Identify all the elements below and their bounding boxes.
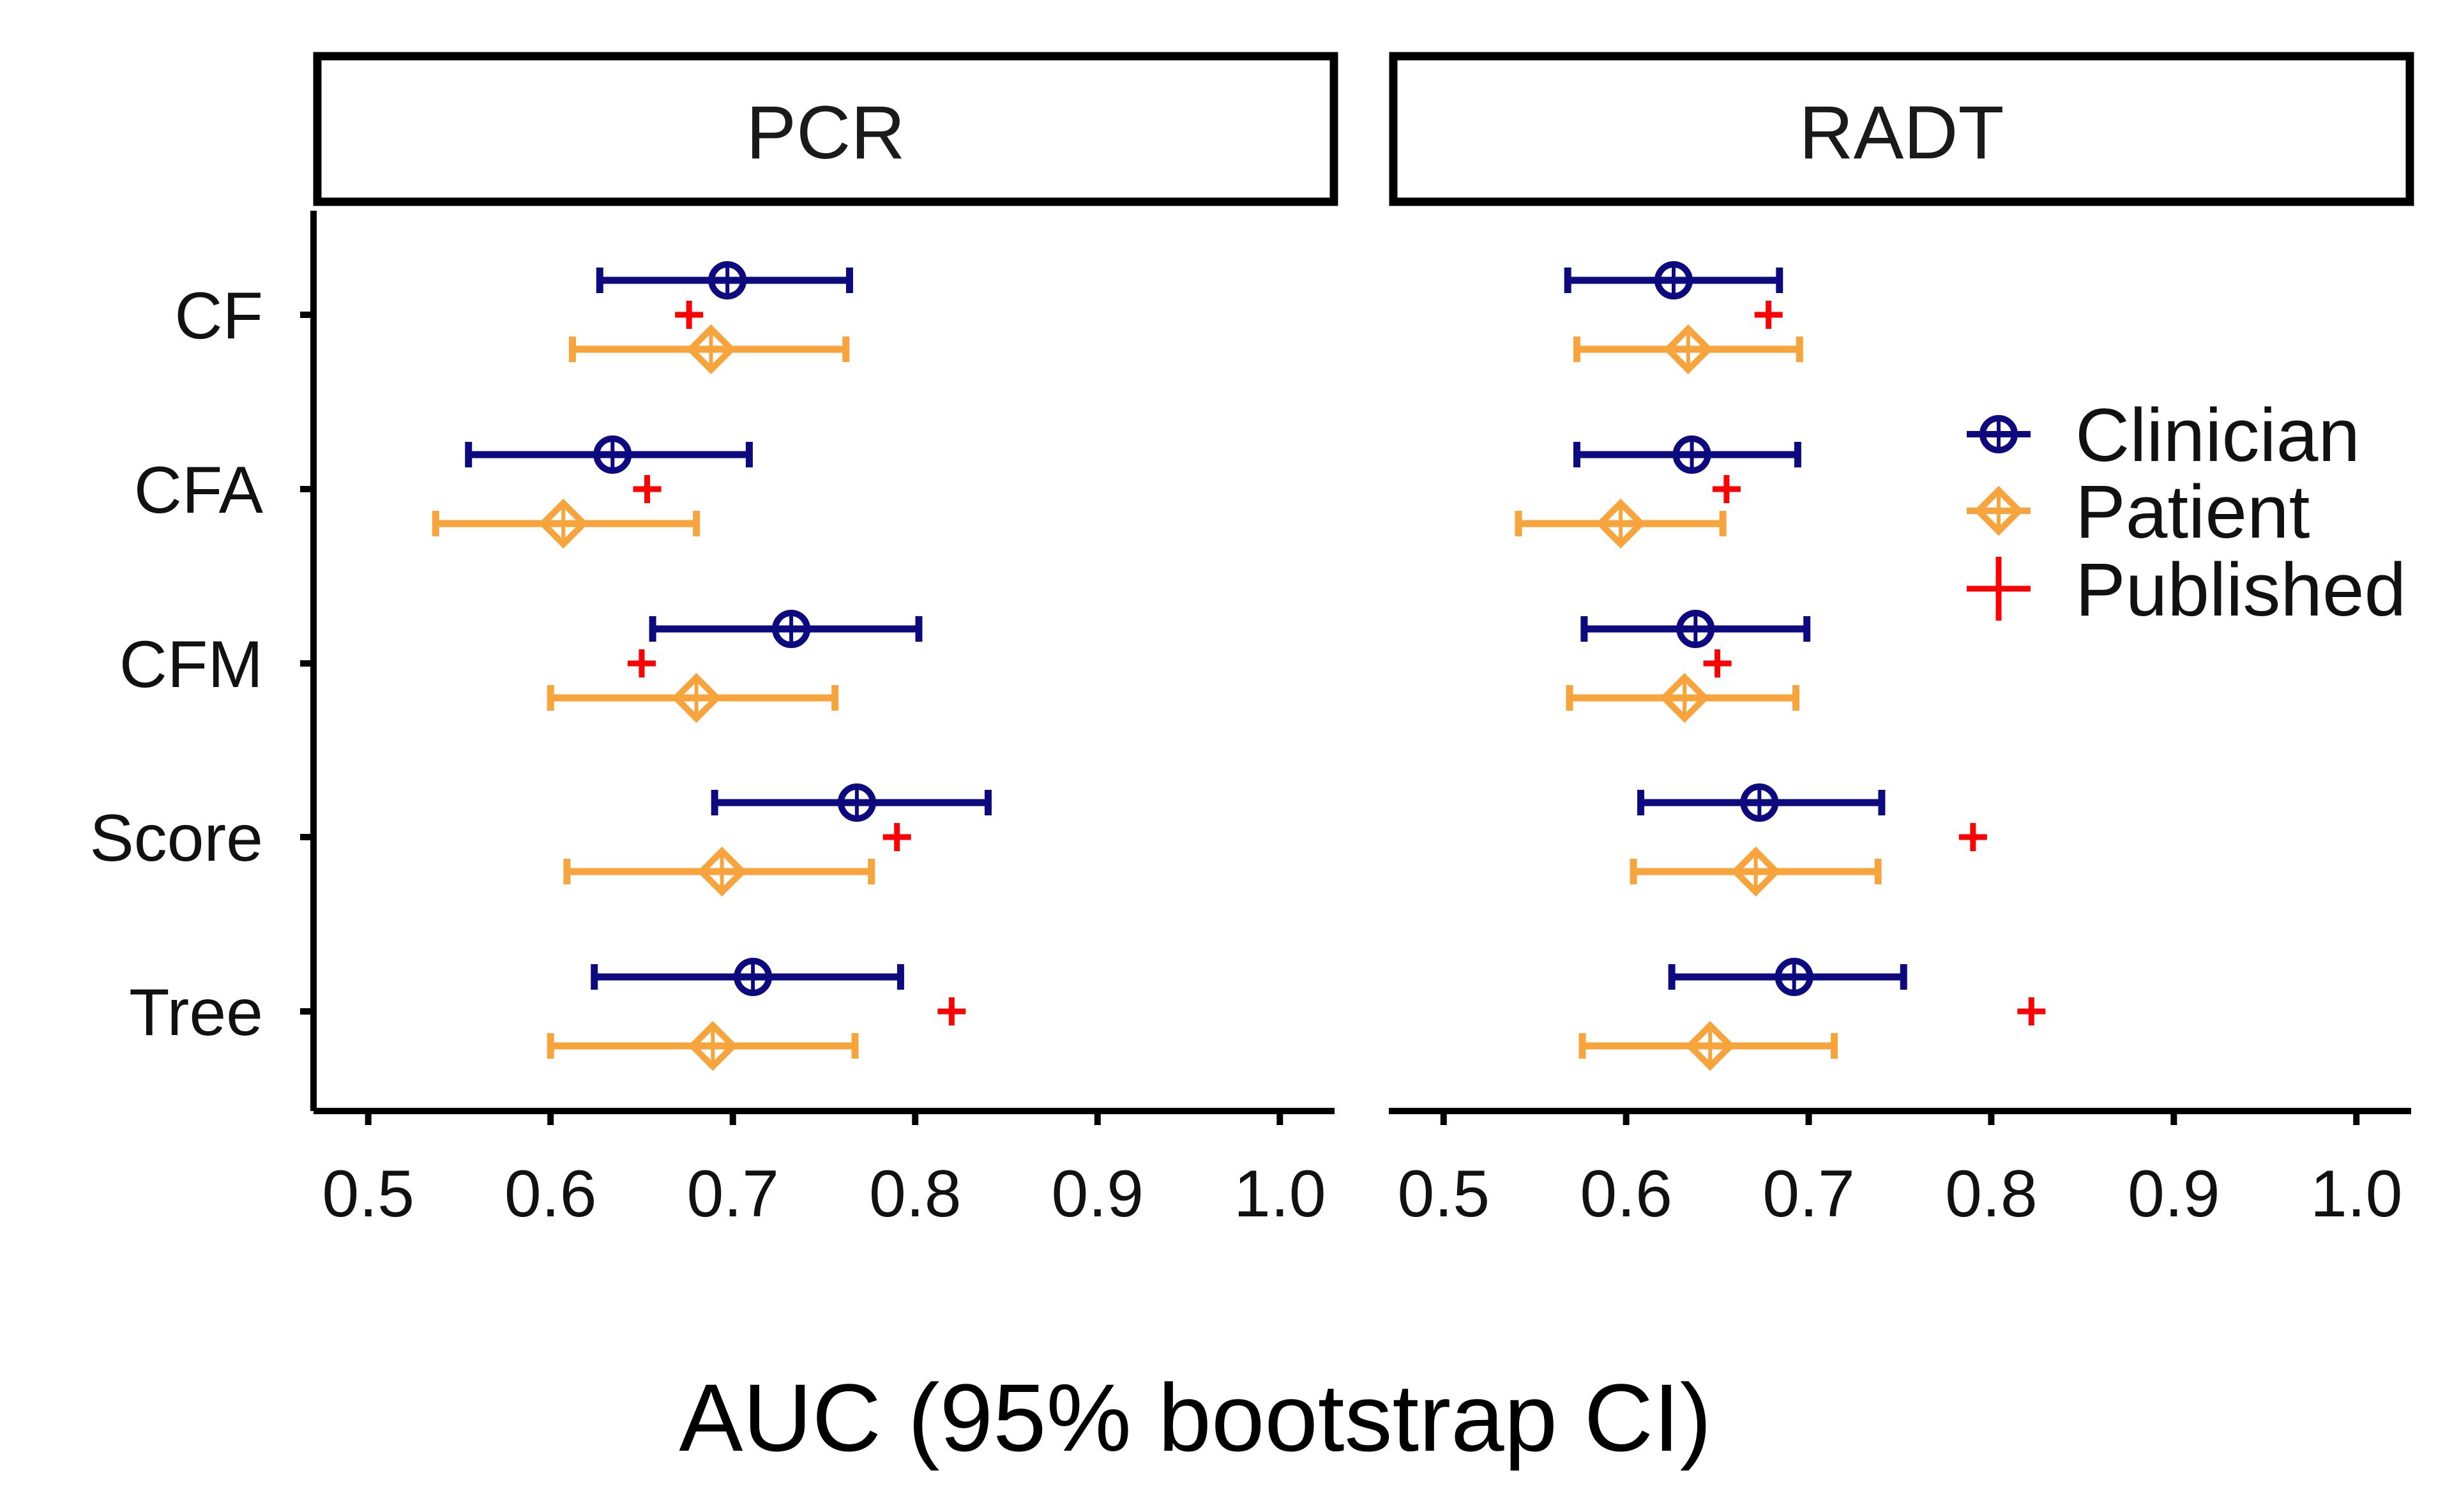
point-published-cfa xyxy=(633,475,662,503)
legend-item-clinician: Clinician xyxy=(1967,393,2360,478)
x-tick-label: 0.8 xyxy=(869,1157,962,1231)
point-patient-cfm xyxy=(1660,672,1710,723)
x-tick-label: 0.5 xyxy=(322,1157,414,1231)
point-published-cf xyxy=(1754,301,1783,329)
facet-title-pcr: PCR xyxy=(746,91,905,175)
x-tick-label: 0.6 xyxy=(1580,1157,1672,1231)
point-published-score xyxy=(1958,823,1987,851)
facet-title-radt: RADT xyxy=(1799,91,2004,175)
x-tick-label: 0.9 xyxy=(1052,1157,1144,1231)
facet-strip-radt: RADT xyxy=(1389,52,2414,206)
point-patient-cfa xyxy=(538,498,589,549)
legend-key-published xyxy=(1967,557,2031,621)
point-clinician-score xyxy=(837,783,876,822)
point-patient-cf xyxy=(686,324,736,375)
legend-label-clinician: Clinician xyxy=(2075,393,2360,478)
y-tick-label-tree: Tree xyxy=(129,976,263,1050)
panel-pcr-marks xyxy=(432,261,992,1071)
point-published-tree xyxy=(2017,997,2046,1025)
x-tick-label: 0.7 xyxy=(1762,1157,1855,1231)
y-axis: CF CFA CFM Score Tree xyxy=(89,211,317,1111)
x-tick-label: 1.0 xyxy=(2310,1157,2403,1231)
point-published-tree xyxy=(937,997,966,1025)
point-clinician-score xyxy=(1740,783,1779,822)
point-patient-score xyxy=(697,846,747,897)
point-clinician-cf xyxy=(1654,261,1693,299)
legend-label-patient: Patient xyxy=(2075,470,2310,554)
x-axis-pcr: 0.5 0.6 0.7 0.8 0.9 1.0 xyxy=(314,1108,1335,1231)
point-published-cfm xyxy=(1703,649,1732,677)
y-tick-label-score: Score xyxy=(89,801,263,875)
x-tick-label: 0.8 xyxy=(1945,1157,2038,1231)
point-patient-cf xyxy=(1663,324,1713,375)
point-clinician-cfa xyxy=(593,435,632,474)
panel-radt-marks xyxy=(1515,261,2046,1071)
legend-label-published: Published xyxy=(2075,548,2406,632)
point-published-cfm xyxy=(627,649,656,677)
legend-item-published: Published xyxy=(1967,548,2406,632)
y-tick-label-cf: CF xyxy=(174,279,263,353)
point-patient-score xyxy=(1730,846,1781,897)
point-published-cf xyxy=(675,301,704,329)
y-tick-label-cfa: CFA xyxy=(134,453,264,527)
point-clinician-cf xyxy=(708,261,747,299)
point-clinician-tree xyxy=(734,958,773,996)
x-tick-label: 0.5 xyxy=(1397,1157,1490,1231)
x-axis-radt: 0.5 0.6 0.7 0.8 0.9 1.0 xyxy=(1389,1108,2411,1231)
point-published-cfa xyxy=(1712,475,1741,503)
x-tick-label: 0.7 xyxy=(686,1157,779,1231)
legend-key-patient xyxy=(1973,485,2024,536)
x-axis-title: AUC (95% bootstrap CI) xyxy=(679,1364,1711,1471)
point-clinician-cfm xyxy=(1676,610,1715,648)
y-tick-label-cfm: CFM xyxy=(119,628,263,702)
point-clinician-cfa xyxy=(1672,435,1711,474)
x-tick-label: 0.6 xyxy=(504,1157,597,1231)
point-patient-cfm xyxy=(671,672,722,723)
x-tick-label: 0.9 xyxy=(2128,1157,2220,1231)
legend-key-clinician xyxy=(1979,415,2018,453)
point-published-score xyxy=(882,823,911,851)
point-patient-tree xyxy=(1685,1020,1736,1071)
x-tick-label: 1.0 xyxy=(1234,1157,1326,1231)
point-patient-tree xyxy=(688,1020,738,1071)
point-clinician-cfm xyxy=(772,610,811,648)
point-patient-cfa xyxy=(1596,498,1646,549)
legend-item-patient: Patient xyxy=(1967,470,2310,554)
point-clinician-tree xyxy=(1775,958,1813,996)
facet-strip-pcr: PCR xyxy=(313,52,1338,206)
